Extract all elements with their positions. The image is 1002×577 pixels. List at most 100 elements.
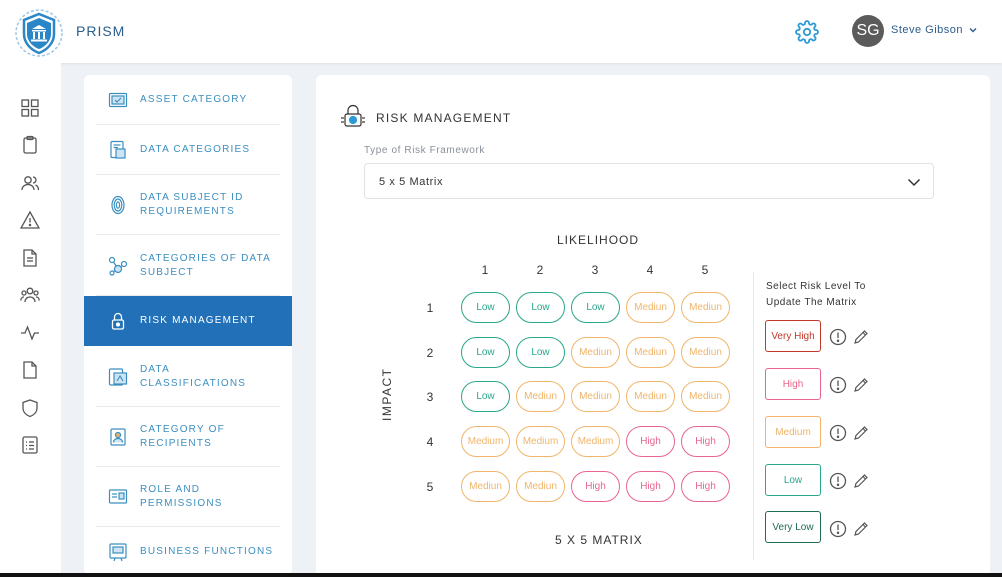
user-avatar[interactable]: SG	[852, 15, 884, 47]
menu-item-label: DATA SUBJECT ID REQUIREMENTS	[140, 192, 244, 217]
impact-row-number: 2	[426, 346, 434, 360]
clipboard-icon[interactable]	[20, 135, 40, 155]
menu-item-category-of-recipients[interactable]: CATEGORY OF RECIPIENTS	[84, 407, 292, 467]
dashboard-icon[interactable]	[20, 98, 40, 118]
matrix-cell[interactable]: Mediun	[516, 381, 565, 412]
asset-category-icon	[108, 92, 128, 108]
group-icon[interactable]	[20, 285, 40, 305]
info-icon[interactable]	[829, 328, 847, 346]
info-icon[interactable]	[829, 472, 847, 490]
matrix-cell[interactable]: High	[571, 471, 620, 502]
framework-select[interactable]: 5 x 5 Matrix	[364, 163, 934, 199]
matrix-cell[interactable]: High	[626, 426, 675, 457]
edit-pencil-icon[interactable]	[853, 329, 869, 345]
impact-row-number: 5	[426, 480, 434, 494]
menu-item-role-and-permissions[interactable]: ROLE AND PERMISSIONS	[84, 467, 292, 527]
matrix-cell[interactable]: Mediun	[626, 337, 675, 368]
gear-icon[interactable]	[795, 20, 819, 44]
menu-item-label: DATA CATEGORIES	[140, 144, 251, 155]
bottom-edge	[0, 573, 1002, 577]
recipients-icon	[110, 428, 126, 446]
edit-pencil-icon[interactable]	[853, 377, 869, 393]
likelihood-column-number: 1	[481, 263, 489, 277]
matrix-cell[interactable]: Mediun	[626, 292, 675, 323]
icon-rail	[0, 63, 61, 577]
info-icon[interactable]	[829, 376, 847, 394]
data-categories-icon	[110, 140, 126, 159]
menu-item-label: CATEGORY OF RECIPIENTS	[140, 424, 225, 449]
menu-item-categories-of-data-subject[interactable]: CATEGORIES OF DATA SUBJECT	[84, 235, 292, 296]
matrix-footer-label: 5 X 5 MATRIX	[555, 533, 643, 547]
settings-menu: ASSET CATEGORY DATA CATEGORIES DATA SUBJ…	[84, 75, 292, 575]
likelihood-column-number: 4	[646, 263, 654, 277]
framework-label: Type of Risk Framework	[364, 145, 486, 156]
chevron-down-icon[interactable]	[969, 26, 977, 34]
checklist-icon[interactable]	[20, 435, 40, 455]
matrix-cell[interactable]: High	[681, 471, 730, 502]
matrix-cell[interactable]: Medium	[571, 426, 620, 457]
shield-icon[interactable]	[20, 398, 40, 418]
matrix-cell[interactable]: High	[626, 471, 675, 502]
matrix-cell[interactable]: Low	[516, 337, 565, 368]
matrix-cell[interactable]: Mediun	[461, 471, 510, 502]
users-icon[interactable]	[20, 173, 40, 193]
matrix-cell[interactable]: Mediun	[571, 381, 620, 412]
likelihood-column-number: 2	[536, 263, 544, 277]
matrix-cell[interactable]: Low	[461, 381, 510, 412]
data-classifications-icon	[108, 367, 128, 386]
top-header: PRISM SG Steve Gibson	[0, 0, 1002, 63]
activity-icon[interactable]	[20, 323, 40, 343]
permissions-icon	[108, 489, 128, 504]
impact-row-number: 4	[426, 435, 434, 449]
high-level-button[interactable]: High	[765, 368, 821, 400]
file-icon[interactable]	[20, 360, 40, 380]
edit-pencil-icon[interactable]	[853, 425, 869, 441]
matrix-cell[interactable]: Mediun	[626, 381, 675, 412]
menu-item-label: BUSINESS FUNCTIONS	[140, 546, 274, 557]
menu-item-label: ASSET CATEGORY	[140, 94, 248, 105]
matrix-cell[interactable]: Low	[461, 337, 510, 368]
impact-row-number: 3	[426, 390, 434, 404]
menu-item-data-classifications[interactable]: DATA CLASSIFICATIONS	[84, 346, 292, 407]
menu-item-label: RISK MANAGEMENT	[140, 315, 256, 326]
chevron-down-icon	[907, 178, 921, 187]
info-icon[interactable]	[829, 424, 847, 442]
edit-pencil-icon[interactable]	[853, 473, 869, 489]
matrix-cell[interactable]: Low	[571, 292, 620, 323]
medium-level-button[interactable]: Medium	[765, 416, 821, 448]
menu-item-risk-management[interactable]: RISK MANAGEMENT	[84, 296, 292, 346]
matrix-cell[interactable]: Mediun	[681, 381, 730, 412]
user-name[interactable]: Steve Gibson	[891, 24, 964, 36]
matrix-cell[interactable]: Medium	[461, 426, 510, 457]
matrix-cell[interactable]: Medium	[516, 426, 565, 457]
alert-icon[interactable]	[20, 210, 40, 230]
matrix-cell[interactable]: Mediun	[571, 337, 620, 368]
page-title: RISK MANAGEMENT	[376, 111, 512, 125]
matrix-cell[interactable]: Low	[461, 292, 510, 323]
prism-logo-icon	[15, 9, 63, 57]
edit-pencil-icon[interactable]	[853, 521, 869, 537]
impact-row-number: 1	[426, 301, 434, 315]
matrix-cell[interactable]: Mediun	[681, 292, 730, 323]
likelihood-column-number: 5	[701, 263, 709, 277]
risk-level-instructions: Select Risk Level To Update The Matrix	[766, 281, 866, 308]
menu-item-asset-category[interactable]: ASSET CATEGORY	[84, 75, 292, 125]
fingerprint-icon	[111, 195, 125, 215]
matrix-cell[interactable]: Mediun	[681, 337, 730, 368]
menu-item-data-categories[interactable]: DATA CATEGORIES	[84, 125, 292, 175]
document-icon[interactable]	[20, 248, 40, 268]
likelihood-column-number: 3	[591, 263, 599, 277]
very-low-level-button[interactable]: Very Low	[765, 511, 821, 543]
menu-item-business-functions[interactable]: BUSINESS FUNCTIONS	[84, 527, 292, 575]
lock-icon	[111, 312, 125, 330]
likelihood-label: LIKELIHOOD	[557, 233, 640, 247]
menu-item-data-subject-id[interactable]: DATA SUBJECT ID REQUIREMENTS	[84, 175, 292, 235]
info-icon[interactable]	[829, 520, 847, 538]
matrix-cell[interactable]: Low	[516, 292, 565, 323]
matrix-cell[interactable]: Mediun	[516, 471, 565, 502]
menu-item-label: ROLE AND PERMISSIONS	[140, 484, 223, 509]
matrix-cell[interactable]: High	[681, 426, 730, 457]
very-high-level-button[interactable]: Very High	[765, 320, 821, 352]
impact-label: IMPACT	[380, 367, 394, 421]
low-level-button[interactable]: Low	[765, 464, 821, 496]
